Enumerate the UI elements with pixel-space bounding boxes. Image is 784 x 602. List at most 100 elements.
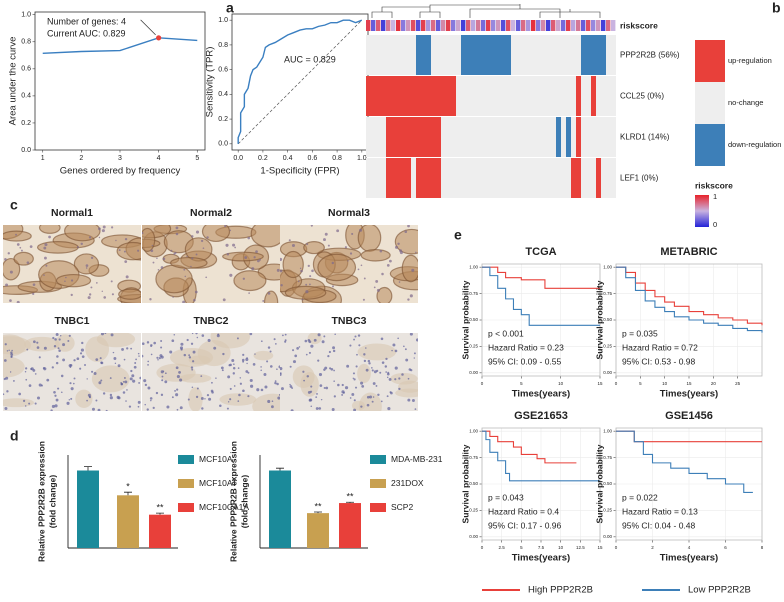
nucleus [171, 396, 174, 399]
nucleus [387, 407, 391, 411]
y-tick-label: 0.00 [469, 534, 478, 539]
curve [42, 37, 198, 54]
nucleus [233, 385, 236, 387]
nucleus [320, 398, 323, 401]
nucleus [9, 371, 12, 373]
tissue-structure [23, 336, 60, 352]
nucleus [81, 341, 84, 345]
nucleus [18, 392, 21, 396]
nucleus [367, 359, 371, 363]
nucleus [236, 337, 239, 340]
heatmap-cell [521, 158, 526, 198]
nucleus [62, 358, 66, 362]
annotation: p < 0.001 [488, 328, 524, 338]
riskscore-cell [586, 20, 591, 31]
heatmap-cell [476, 117, 481, 157]
nucleus [404, 230, 408, 233]
nucleus [315, 407, 319, 410]
significance: ** [156, 503, 164, 513]
nucleus [361, 384, 365, 388]
nucleus [172, 296, 174, 298]
nucleus [309, 398, 313, 402]
heatmap-cell [611, 158, 616, 198]
heatmap-cell [456, 158, 461, 198]
y-tick-label: 0.2 [218, 116, 228, 123]
nucleus [274, 380, 277, 383]
nucleus [394, 245, 399, 249]
bar [117, 495, 139, 548]
nucleus [5, 283, 9, 287]
heatmap-cell [381, 35, 386, 75]
nucleus [3, 393, 5, 396]
nucleus [137, 352, 140, 355]
nucleus [32, 283, 36, 286]
nucleus [160, 339, 163, 342]
nucleus [352, 377, 355, 379]
x-tick-label: 0 [481, 381, 484, 386]
heatmap-cell [506, 35, 511, 75]
nucleus [392, 343, 396, 347]
survival-curve [616, 266, 763, 333]
annotation: p = 0.022 [622, 492, 658, 502]
nucleus [36, 346, 40, 349]
x-tick-label: 1.0 [357, 155, 367, 162]
legend-label: no-change [728, 98, 763, 107]
nucleus [88, 293, 92, 296]
nucleus [349, 397, 352, 399]
heatmap-cell [501, 76, 506, 116]
heatmap-cell [451, 76, 456, 116]
nucleus [123, 377, 126, 379]
nucleus [146, 341, 150, 344]
riskscore-cell [521, 20, 526, 31]
heatmap-cell [391, 158, 396, 198]
riskscore-cell [581, 20, 586, 31]
x-tick-label: 25 [735, 381, 741, 386]
annotation: 95% CI: 0.09 - 0.55 [488, 356, 562, 366]
nucleus [222, 352, 225, 356]
nucleus [48, 235, 51, 239]
heatmap-cell [396, 158, 401, 198]
tissue-structure [222, 251, 264, 262]
nucleus [292, 349, 295, 352]
nucleus [187, 398, 190, 401]
tissue-structure [201, 225, 231, 243]
x-tick-label: 2.5 [499, 545, 506, 550]
nucleus [206, 393, 210, 397]
riskscore-cell [501, 20, 506, 31]
nucleus [153, 341, 157, 345]
nucleus [28, 384, 32, 387]
riskscore-cell [466, 20, 471, 31]
nucleus [273, 338, 276, 341]
riskscore-cell [531, 20, 536, 31]
nucleus [33, 340, 36, 344]
nucleus [327, 244, 330, 247]
y-tick-label: 0.25 [469, 344, 478, 349]
nucleus [132, 379, 136, 383]
tissue-structure [85, 336, 110, 362]
heatmap-cell [601, 117, 606, 157]
nucleus [200, 375, 203, 378]
nucleus [134, 362, 137, 364]
nucleus [111, 293, 114, 296]
legend-label: MCF10CA1A [199, 502, 249, 512]
nucleus [356, 353, 358, 356]
nucleus [305, 353, 308, 356]
image-title: Normal3 [328, 207, 370, 219]
nucleus [30, 368, 33, 371]
nucleus [407, 398, 411, 402]
nucleus [331, 408, 335, 411]
nucleus [174, 251, 177, 255]
nucleus [91, 370, 94, 373]
nucleus [281, 334, 284, 337]
nucleus [70, 397, 73, 400]
tissue-structure [3, 356, 25, 378]
riskscore-cell [601, 20, 606, 31]
nucleus [175, 366, 179, 370]
nucleus [362, 298, 365, 301]
nucleus [9, 299, 12, 302]
nucleus [407, 225, 410, 228]
y-tick-label: 0.2 [21, 120, 31, 127]
nucleus [60, 391, 63, 394]
nucleus [130, 347, 133, 350]
